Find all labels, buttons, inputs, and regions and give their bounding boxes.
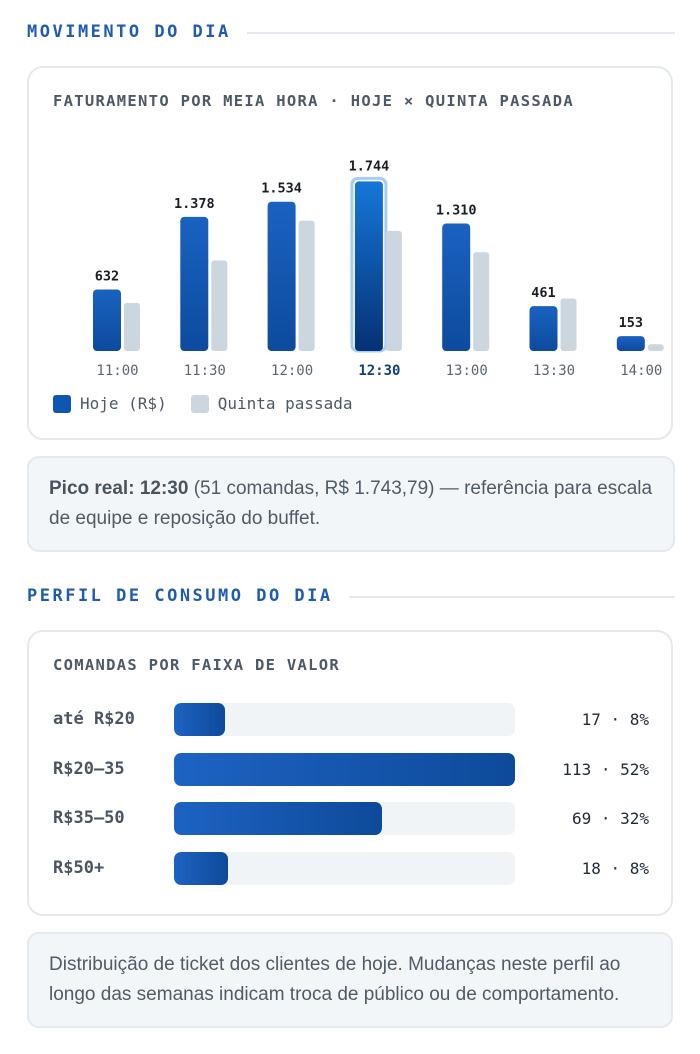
range-value: 17 · 8% bbox=[581, 709, 649, 729]
range-bar-track bbox=[174, 851, 515, 885]
section-title: MOVIMENTO DO DIA bbox=[27, 22, 231, 42]
bar-today bbox=[267, 201, 296, 351]
distribution-row: R$35–50 69 · 32% bbox=[53, 801, 649, 835]
bar-today bbox=[616, 336, 645, 351]
bar-group: 1.310 13:00 bbox=[436, 203, 490, 379]
x-tick-label: 12:30 bbox=[358, 363, 400, 379]
bar-last-thursday bbox=[473, 252, 490, 351]
bar-last-thursday bbox=[124, 302, 140, 351]
bar-value-label: 1.378 bbox=[174, 196, 215, 212]
bar-group: 461 13:30 bbox=[529, 285, 577, 379]
range-label: R$20–35 bbox=[53, 759, 125, 779]
peak-note-text: (51 comandas, R$ 1.743,79) — referência … bbox=[49, 478, 653, 529]
range-bar-track bbox=[174, 702, 515, 736]
bar-today bbox=[529, 306, 558, 351]
distribution-row: R$50+ 18 · 8% bbox=[53, 851, 649, 885]
x-tick-label: 12:00 bbox=[271, 363, 313, 379]
bar-group: 1.744 12:30 bbox=[349, 158, 402, 379]
x-tick-label: 13:00 bbox=[446, 363, 488, 379]
distribution-note-text: Distribuição de ticket dos clientes de h… bbox=[49, 954, 621, 1005]
bar-last-thursday bbox=[211, 260, 228, 351]
bar-value-label: 632 bbox=[95, 269, 119, 285]
section-divider bbox=[246, 32, 675, 34]
range-value: 69 · 32% bbox=[571, 808, 649, 828]
bar-last-thursday bbox=[560, 298, 577, 351]
distribution-row: R$20–35 113 · 52% bbox=[53, 752, 649, 786]
range-value: 113 · 52% bbox=[562, 759, 649, 779]
range-label: R$50+ bbox=[53, 858, 105, 878]
legend-swatch-today bbox=[53, 394, 71, 413]
bar-last-thursday bbox=[647, 344, 664, 351]
bar-today bbox=[180, 216, 209, 351]
legend-label-last-thursday: Quinta passada bbox=[217, 394, 353, 413]
bar-value-label: 1.534 bbox=[261, 181, 302, 197]
bar-group: 1.378 11:30 bbox=[174, 196, 228, 379]
legend-label-today: Hoje (R$) bbox=[80, 394, 167, 413]
range-bar-fill bbox=[174, 851, 229, 885]
bar-value-label: 1.744 bbox=[349, 158, 390, 174]
section-title: PERFIL DE CONSUMO DO DIA bbox=[27, 586, 333, 606]
bar-last-thursday bbox=[385, 230, 402, 351]
range-bar-track bbox=[174, 752, 515, 786]
x-tick-label: 11:30 bbox=[184, 363, 226, 379]
bar-last-thursday bbox=[298, 220, 315, 351]
range-bar-fill bbox=[174, 752, 515, 786]
bar-today bbox=[442, 223, 471, 351]
revenue-bar-chart: 63211:001.37811:301.53412:001.74412:301.… bbox=[93, 158, 664, 379]
peak-note: Pico real: 12:30 (51 comandas, R$ 1.743,… bbox=[27, 456, 675, 552]
peak-note-bold: Pico real: 12:30 bbox=[49, 478, 189, 499]
bar-group: 153 14:00 bbox=[616, 315, 664, 379]
section-header-movimento: MOVIMENTO DO DIA bbox=[27, 22, 675, 42]
distribution-title: COMANDAS POR FAIXA DE VALOR bbox=[53, 656, 341, 674]
x-tick-label: 13:30 bbox=[533, 363, 575, 379]
legend-item-last-thursday: Quinta passada bbox=[190, 394, 353, 413]
range-bar-track bbox=[174, 801, 515, 835]
bar-group: 632 11:00 bbox=[93, 269, 140, 379]
distribution-row: até R$20 17 · 8% bbox=[53, 702, 649, 736]
legend-swatch-last-thursday bbox=[190, 394, 209, 413]
section-header-perfil: PERFIL DE CONSUMO DO DIA bbox=[27, 586, 675, 606]
range-value: 18 · 8% bbox=[581, 858, 649, 878]
bar-today bbox=[93, 289, 121, 351]
chart-legend: Hoje (R$) Quinta passada bbox=[53, 394, 353, 413]
x-tick-label: 11:00 bbox=[96, 363, 138, 379]
range-label: R$35–50 bbox=[53, 808, 125, 828]
range-bar-fill bbox=[174, 801, 383, 835]
chart-title: FATURAMENTO POR MEIA HORA · HOJE × QUINT… bbox=[53, 92, 574, 110]
bar-today bbox=[354, 181, 383, 351]
legend-item-today: Hoje (R$) bbox=[53, 394, 167, 413]
bar-value-label: 1.310 bbox=[436, 203, 477, 219]
section-divider bbox=[348, 596, 675, 598]
bar-group: 1.534 12:00 bbox=[261, 181, 315, 379]
bar-value-label: 461 bbox=[531, 285, 555, 301]
distribution-card: COMANDAS POR FAIXA DE VALOR até R$20 17 … bbox=[27, 630, 673, 916]
x-tick-label: 14:00 bbox=[620, 363, 662, 379]
range-label: até R$20 bbox=[53, 709, 135, 729]
bar-value-label: 153 bbox=[619, 315, 643, 331]
distribution-note: Distribuição de ticket dos clientes de h… bbox=[27, 932, 673, 1028]
chart-card: FATURAMENTO POR MEIA HORA · HOJE × QUINT… bbox=[27, 66, 673, 440]
range-bar-fill bbox=[174, 702, 226, 736]
